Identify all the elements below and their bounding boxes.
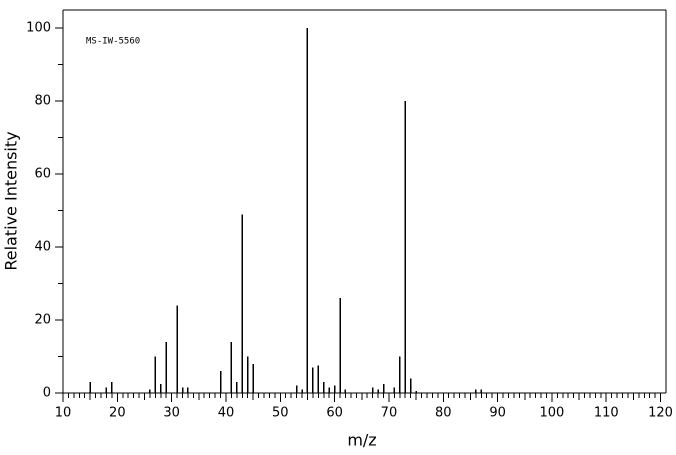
annotation: MS-IW-5560: [86, 37, 140, 47]
x-tick-label: 30: [163, 406, 180, 421]
y-tick-label: 100: [26, 21, 51, 36]
x-tick-label: 40: [218, 406, 235, 421]
x-tick-label: 100: [540, 406, 565, 421]
x-tick-label: 80: [435, 406, 452, 421]
y-axis-title: Relative Intensity: [2, 131, 21, 270]
x-axis-title: m/z: [347, 431, 376, 450]
x-tick-label: 120: [648, 406, 673, 421]
y-tick-label: 40: [34, 240, 51, 255]
y-tick-label: 20: [34, 313, 51, 328]
y-tick-label: 80: [34, 94, 51, 109]
x-tick-label: 110: [594, 406, 619, 421]
x-tick-label: 20: [109, 406, 126, 421]
x-tick-label: 70: [381, 406, 398, 421]
x-tick-label: 90: [489, 406, 506, 421]
y-tick-label: 0: [43, 386, 51, 401]
x-tick-label: 50: [272, 406, 289, 421]
y-tick-label: 60: [34, 167, 51, 182]
x-tick-label: 10: [55, 406, 72, 421]
x-tick-label: 60: [326, 406, 343, 421]
